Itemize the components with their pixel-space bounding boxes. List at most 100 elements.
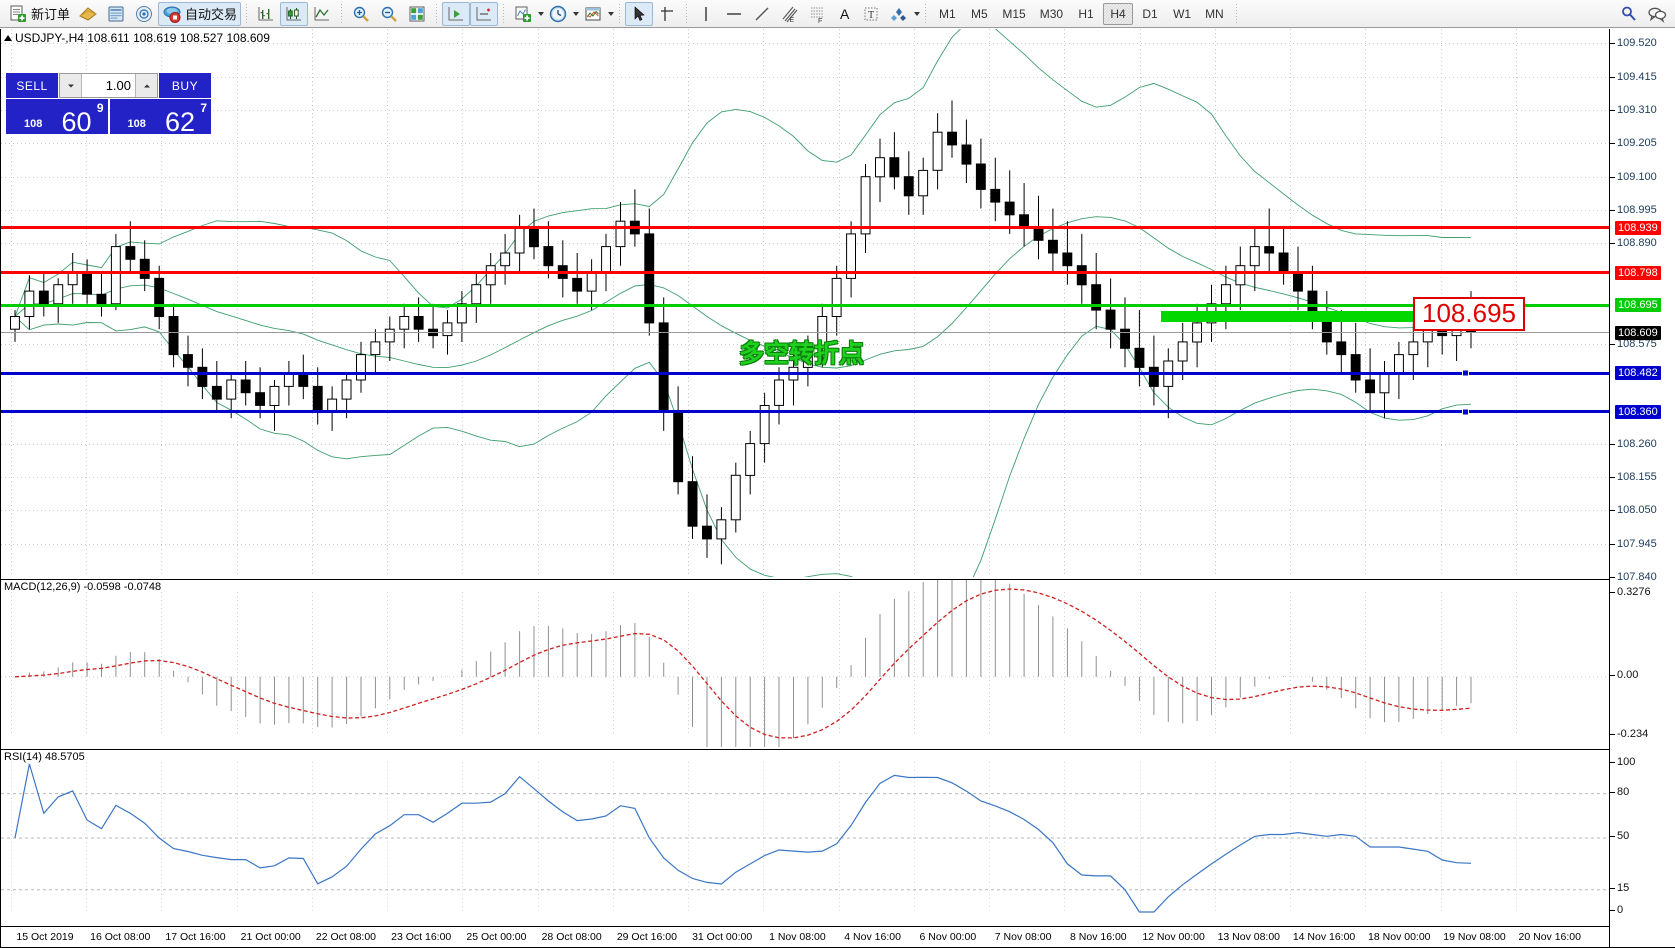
time-axis-label: 16 Oct 08:00	[90, 931, 151, 943]
horizontal-line-button[interactable]	[720, 2, 748, 26]
sell-price-tile[interactable]: 108 60 9	[6, 99, 108, 136]
time-axis-label: 28 Oct 08:00	[541, 931, 602, 943]
chat-button[interactable]	[1643, 2, 1671, 26]
auto-trading-button[interactable]: 自动交易	[158, 1, 242, 26]
rsi-chart-canvas	[1, 762, 1609, 914]
candlestick-chart-button[interactable]	[280, 1, 309, 26]
price-badge-support-2: 108.360	[1615, 404, 1661, 419]
timeframe-w1[interactable]: W1	[1173, 6, 1192, 21]
oct-price-row: 108 60 9 108 62 7	[6, 99, 211, 136]
text-label-icon: T	[861, 4, 881, 24]
oct-top-row: SELL 1.00 BUY	[6, 73, 211, 98]
macd-pane[interactable]: MACD(12,26,9) -0.0598 -0.0748	[1, 579, 1609, 747]
price-scale-label: 108.995	[1617, 204, 1657, 217]
bar-chart-button[interactable]	[252, 2, 280, 26]
time-axis-label: 21 Oct 00:00	[240, 931, 301, 943]
price-scale-label: 109.520	[1617, 37, 1657, 50]
buy-button[interactable]: BUY	[159, 73, 211, 98]
auto-scroll-button[interactable]	[442, 1, 471, 26]
zoom-out-icon	[379, 4, 399, 24]
price-pane[interactable]: USDJPY-,H4 108.611 108.619 108.527 108.6…	[1, 29, 1609, 577]
periods-dropdown-caret[interactable]	[573, 11, 580, 16]
price-scale-label: 109.415	[1617, 70, 1657, 83]
crosshair-button[interactable]	[653, 2, 681, 26]
sell-button[interactable]: SELL	[6, 73, 58, 98]
price-scale-label: 108.575	[1617, 337, 1657, 350]
level-handle[interactable]	[1462, 408, 1469, 416]
fibonacci-button[interactable]: F	[804, 2, 832, 26]
volume-decrease-button[interactable]	[60, 74, 82, 97]
toolbar-separator-6	[686, 3, 688, 24]
shapes-dropdown-caret[interactable]	[914, 11, 921, 16]
one-click-trading-panel[interactable]: SELL 1.00 BUY 108 60 9 108 62 7	[6, 73, 211, 136]
auto-trading-label: 自动交易	[185, 7, 238, 22]
periods-button[interactable]	[544, 2, 572, 26]
level-handle[interactable]	[1462, 369, 1469, 377]
timeframe-h4[interactable]: H4	[1103, 2, 1134, 25]
time-axis-label: 20 Nov 16:00	[1518, 931, 1581, 943]
level-line-support-2[interactable]	[1, 408, 1609, 416]
macd-scale-label: 0.00	[1617, 668, 1639, 681]
line-chart-button[interactable]	[308, 2, 336, 26]
trendline-icon	[752, 4, 772, 24]
search-button[interactable]	[1615, 2, 1643, 26]
level-line-resistance-2[interactable]	[1, 271, 1609, 275]
indicators-button[interactable]	[509, 2, 537, 26]
cursor-button[interactable]	[625, 1, 654, 26]
volume-stepper[interactable]: 1.00	[59, 73, 158, 98]
volume-value[interactable]: 1.00	[82, 74, 135, 97]
level-line-support-1[interactable]	[1, 369, 1609, 377]
tile-windows-button[interactable]	[403, 2, 431, 26]
rsi-header: RSI(14) 48.5705	[4, 751, 85, 763]
chart-shift-button[interactable]	[470, 1, 499, 26]
timeframe-m1[interactable]: M1	[939, 6, 956, 21]
timeframe-m30[interactable]: M30	[1039, 6, 1064, 21]
level-line-last-price[interactable]	[1, 332, 1609, 334]
vertical-line-button[interactable]	[692, 2, 720, 26]
macd-scale-label: -0.234	[1617, 728, 1649, 740]
time-axis-label: 1 Nov 08:00	[769, 931, 826, 943]
crosshair-icon	[657, 4, 677, 24]
price-scale-axis[interactable]: 109.520 109.415 109.310 109.205 109.100 108.9…	[1609, 29, 1675, 947]
zoom-out-button[interactable]	[375, 2, 403, 26]
time-axis-label: 15 Oct 2019	[16, 931, 74, 943]
indicators-dropdown-caret[interactable]	[538, 11, 545, 16]
timeframe-mn[interactable]: MN	[1205, 6, 1224, 21]
horizontal-line-icon	[724, 4, 744, 24]
rsi-scale-label: 50	[1617, 830, 1630, 842]
market-watch-button[interactable]	[74, 2, 102, 26]
level-line-resistance-1[interactable]	[1, 226, 1609, 230]
indicators-icon	[513, 4, 533, 24]
price-badge-pivot: 108.695	[1615, 298, 1661, 313]
scale-tick	[1610, 477, 1615, 478]
macd-chart-canvas	[1, 580, 1609, 747]
time-axis-label: 6 Nov 00:00	[919, 931, 977, 943]
timeframe-d1[interactable]: D1	[1142, 6, 1158, 21]
time-axis[interactable]: 15 Oct 2019 16 Oct 08:00 17 Oct 16:00 21 Oc…	[1, 926, 1609, 947]
equidistant-channel-button[interactable]: E	[776, 2, 804, 26]
chart-window[interactable]: USDJPY-,H4 108.611 108.619 108.527 108.6…	[0, 29, 1675, 948]
text-label-button[interactable]: T	[857, 2, 885, 26]
clock-icon	[548, 4, 568, 24]
volume-increase-button[interactable]	[135, 74, 157, 97]
buy-price-tile[interactable]: 108 62 7	[109, 99, 211, 136]
new-order-button[interactable]: 新订单	[4, 2, 74, 26]
navigator-button[interactable]	[130, 2, 158, 26]
trendline-button[interactable]	[748, 2, 776, 26]
rsi-pane[interactable]: RSI(14) 48.5705	[1, 749, 1609, 925]
data-window-button[interactable]	[102, 2, 130, 26]
timeframe-m15[interactable]: M15	[1002, 6, 1026, 21]
annotation-note: 多空转折点	[739, 340, 865, 368]
chart-shift-icon	[474, 4, 494, 24]
collapse-triangle-icon[interactable]	[4, 35, 12, 41]
text-button[interactable]: A	[832, 2, 857, 26]
timeframe-h1[interactable]: H1	[1078, 6, 1094, 21]
timeframe-m5[interactable]: M5	[971, 6, 988, 21]
templates-button[interactable]	[579, 2, 607, 26]
level-line-pivot[interactable]	[1, 301, 1609, 309]
shapes-button[interactable]	[885, 2, 913, 26]
scale-tick	[1610, 344, 1615, 345]
templates-icon	[583, 4, 603, 24]
zoom-in-button[interactable]	[347, 2, 375, 26]
templates-dropdown-caret[interactable]	[608, 11, 615, 16]
